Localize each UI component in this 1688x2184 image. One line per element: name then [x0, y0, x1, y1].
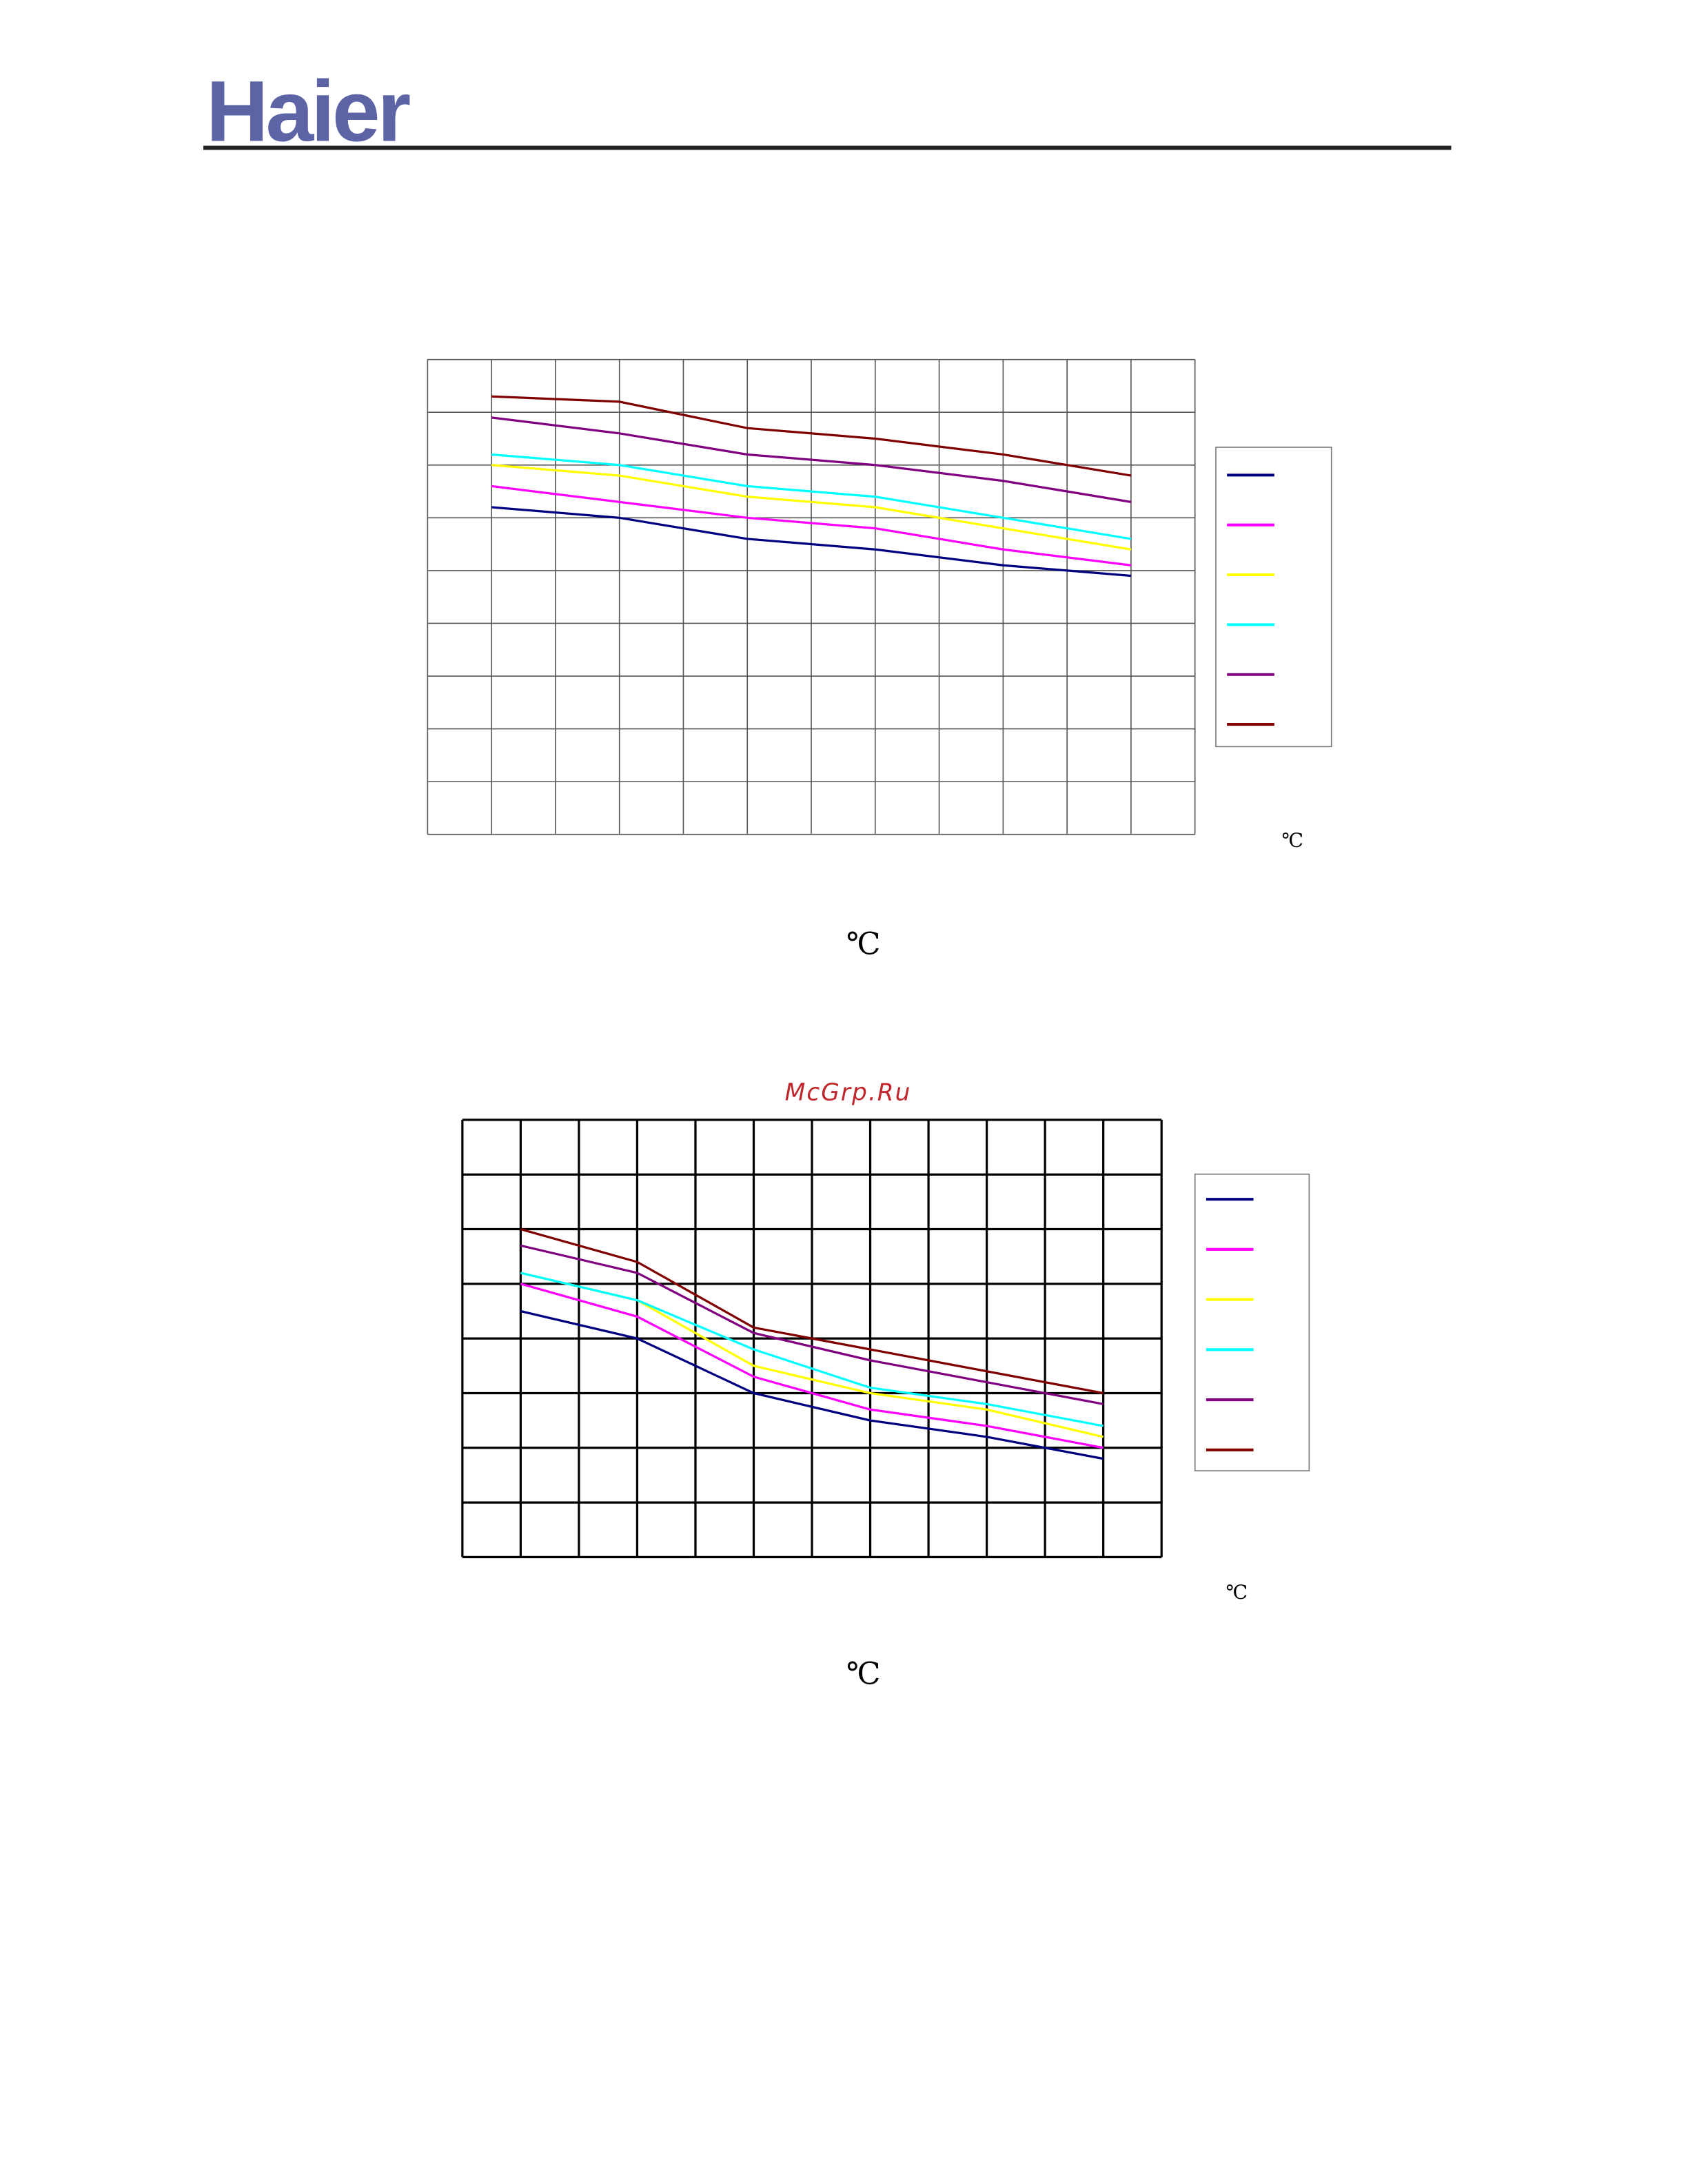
logo: Haier	[206, 63, 409, 159]
series-line	[491, 484, 1132, 567]
series-line	[491, 395, 1132, 477]
watermark: McGrp.Ru	[785, 1079, 912, 1107]
series-line	[491, 464, 1132, 551]
series-line	[520, 1309, 1104, 1460]
legend-box	[1194, 1173, 1310, 1471]
series-line	[491, 416, 1132, 503]
caption: ℃	[846, 926, 881, 961]
x-unit: ℃	[1226, 1581, 1248, 1604]
series-line	[491, 506, 1132, 578]
series-line	[520, 1272, 1104, 1427]
series-line	[491, 453, 1132, 540]
caption: ℃	[846, 1656, 881, 1691]
series-line	[520, 1227, 1104, 1395]
legend-box	[1215, 447, 1332, 748]
series-line	[520, 1283, 1104, 1449]
series-line	[520, 1244, 1104, 1405]
x-unit: ℃	[1281, 829, 1303, 852]
